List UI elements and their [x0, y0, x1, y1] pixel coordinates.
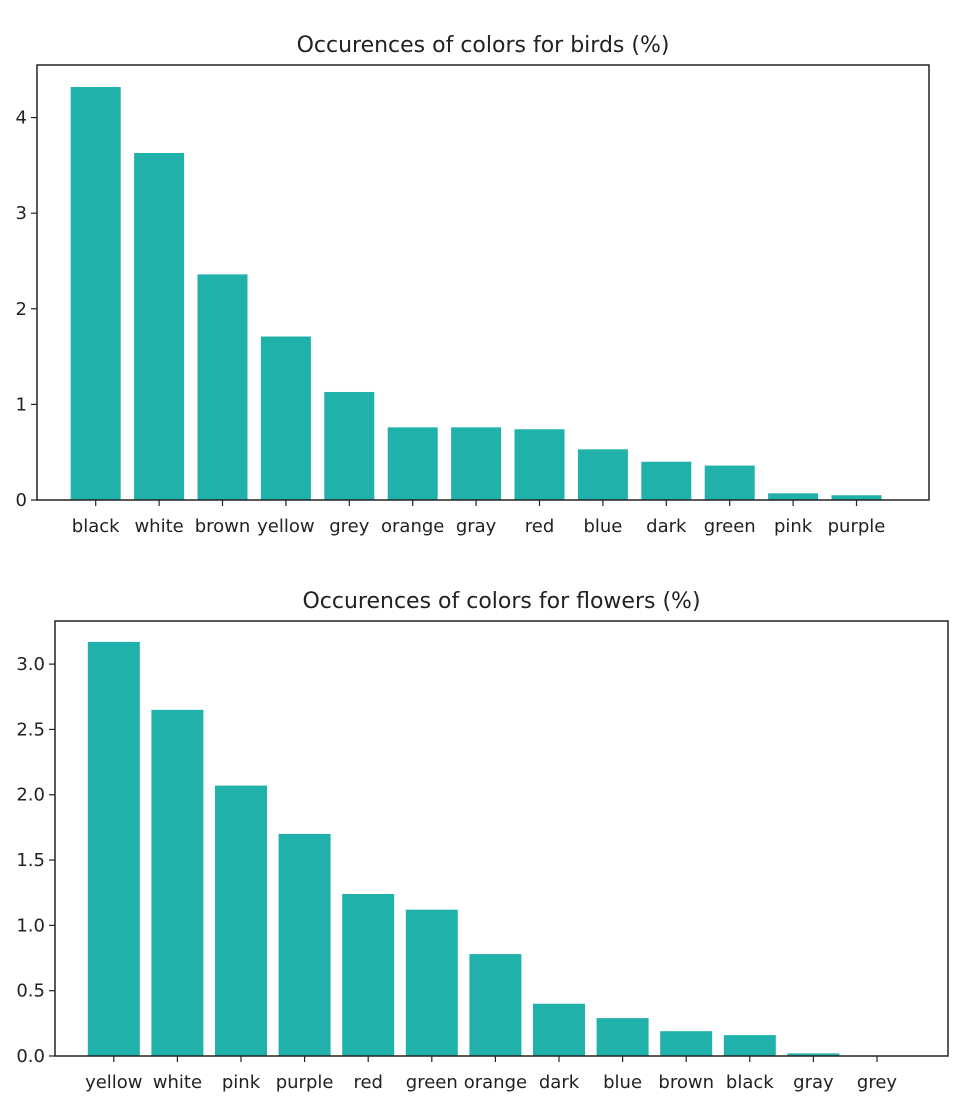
birds-xtick-label: black	[72, 516, 120, 537]
birds-xtick-label: purple	[828, 516, 886, 537]
flowers-bar-yellow	[87, 641, 140, 1056]
birds-xtick-label: white	[134, 516, 183, 537]
birds-bar-red	[514, 429, 565, 500]
flowers-chart: Occurences of colors for flowers (%) yell…	[16, 589, 949, 1093]
birds-bar-orange	[387, 427, 438, 500]
birds-xtick-label: blue	[583, 516, 622, 537]
birds-xtick-label: grey	[329, 516, 370, 537]
birds-ytick-label: 1	[16, 394, 27, 415]
birds-xtick-label: green	[704, 516, 756, 537]
flowers-plot-frame	[54, 620, 949, 1057]
birds-xtick-label: brown	[195, 516, 251, 537]
birds-chart-title: Occurences of colors for birds (%)	[297, 33, 670, 58]
flowers-xtick-label: blue	[603, 1072, 642, 1093]
flowers-xtick-label: white	[153, 1072, 202, 1093]
flowers-xtick-label: yellow	[85, 1072, 142, 1093]
flowers-bar-pink	[215, 785, 267, 1056]
flowers-chart-title: Occurences of colors for flowers (%)	[302, 589, 700, 614]
birds-ytick-label: 2	[16, 299, 27, 320]
flowers-bar-white	[151, 709, 204, 1056]
birds-ytick-label: 0	[16, 490, 27, 511]
flowers-bar-brown	[660, 1031, 713, 1056]
flowers-bar-red	[342, 894, 395, 1056]
birds-bar-yellow	[260, 336, 311, 500]
flowers-bar-blue	[596, 1018, 649, 1056]
birds-bar-green	[704, 465, 755, 500]
flowers-ytick-label: 1.5	[16, 850, 45, 871]
flowers-xtick-label: green	[406, 1072, 458, 1093]
birds-xtick-label: red	[525, 516, 555, 537]
flowers-ytick-label: 3.0	[16, 654, 45, 675]
flowers-xtick-label: orange	[464, 1072, 527, 1093]
birds-chart: Occurences of colors for birds (%) black w…	[16, 33, 930, 537]
birds-bar-dark	[641, 461, 692, 500]
birds-xtick-label: yellow	[257, 516, 314, 537]
birds-xtick-label: dark	[646, 516, 687, 537]
flowers-ytick-label: 2.5	[16, 719, 45, 740]
flowers-xtick-label: brown	[658, 1072, 714, 1093]
flowers-xtick-label: black	[726, 1072, 774, 1093]
birds-ytick-label: 3	[16, 203, 27, 224]
flowers-bar-dark	[533, 1003, 585, 1056]
flowers-bar-black	[723, 1035, 776, 1056]
birds-bar-grey	[324, 391, 375, 500]
birds-bar-purple	[831, 495, 882, 500]
birds-xtick-label: orange	[381, 516, 444, 537]
birds-bar-brown	[197, 274, 248, 500]
flowers-xtick-label: red	[353, 1072, 383, 1093]
flowers-ytick-label: 0.0	[16, 1046, 45, 1067]
birds-bar-black	[70, 86, 121, 500]
flowers-xtick-label: purple	[276, 1072, 334, 1093]
flowers-ytick-label: 1.0	[16, 915, 45, 936]
birds-bar-gray	[451, 427, 502, 500]
birds-plot-frame	[36, 64, 930, 501]
flowers-ytick-label: 2.0	[16, 785, 45, 806]
birds-xtick-label: gray	[456, 516, 497, 537]
flowers-xtick-label: gray	[793, 1072, 834, 1093]
flowers-xtick-label: pink	[222, 1072, 261, 1093]
birds-bar-white	[134, 152, 185, 500]
birds-ytick-label: 4	[16, 108, 27, 129]
birds-bar-pink	[768, 493, 819, 500]
flowers-xtick-label: dark	[539, 1072, 580, 1093]
flowers-bar-orange	[469, 954, 522, 1056]
flowers-ytick-label: 0.5	[16, 981, 45, 1002]
flowers-bar-gray	[787, 1053, 840, 1056]
flowers-xtick-label: grey	[857, 1072, 898, 1093]
birds-bar-blue	[577, 449, 628, 500]
flowers-bar-green	[405, 909, 458, 1056]
flowers-bar-purple	[278, 833, 331, 1056]
birds-xtick-label: pink	[774, 516, 813, 537]
